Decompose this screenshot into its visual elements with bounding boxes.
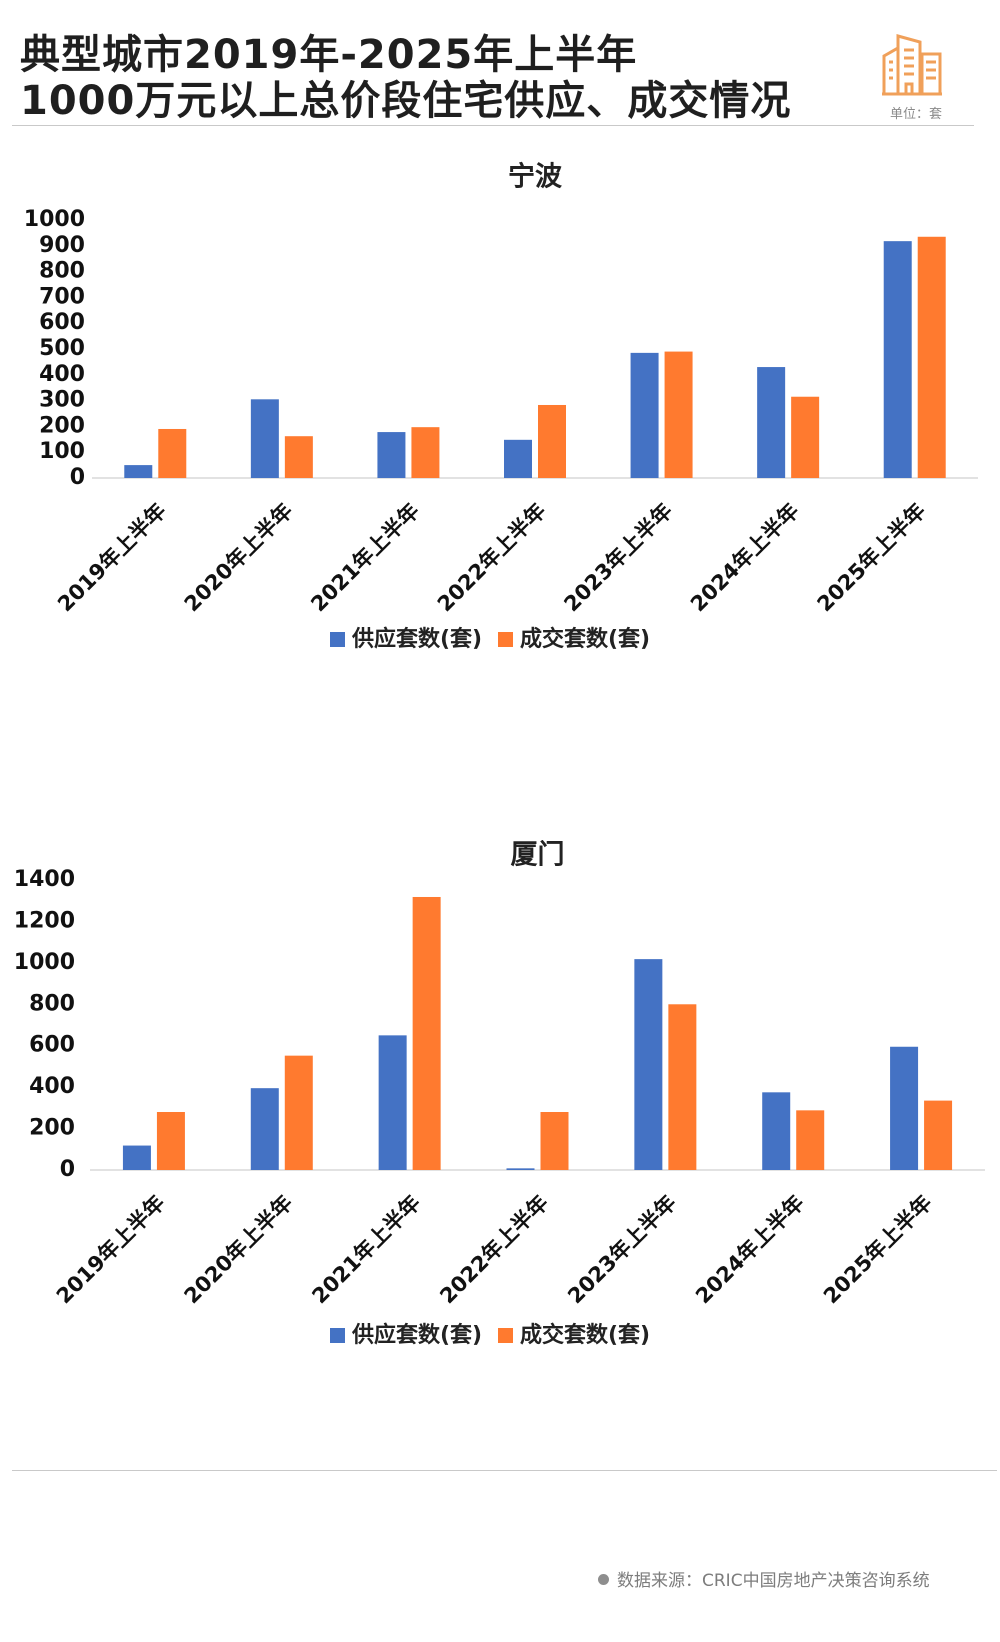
source-note: 数据来源：CRIC中国房地产决策咨询系统 <box>598 1566 930 1591</box>
chart-xiamen: 厦门 0 200 400 600 800 1000 1200 1400 2019年上半年 2020年… <box>0 840 1000 1400</box>
x-tick-label: 2021年上半年 <box>307 1191 425 1309</box>
page-title-line2: 1000万元以上总价段住宅供应、成交情况 <box>20 78 792 124</box>
x-tick-label: 2023年上半年 <box>563 1191 681 1309</box>
x-tick-label: 2022年上半年 <box>433 499 551 617</box>
unit-label: 单位：套 <box>890 107 943 122</box>
bar-deal <box>791 396 820 478</box>
x-tick-label: 2020年上半年 <box>180 499 298 617</box>
x-tick-label: 2021年上半年 <box>306 499 424 617</box>
bar-supply <box>757 367 786 478</box>
bar-deal <box>664 351 693 478</box>
y-tick-label: 800 <box>29 991 75 1016</box>
legend-swatch-supply <box>330 1328 345 1343</box>
bar-supply <box>883 241 912 478</box>
x-tick-label: 2019年上半年 <box>52 1191 170 1309</box>
y-tick-label: 1000 <box>24 207 85 232</box>
bar-deal <box>411 427 440 478</box>
y-tick-label: 0 <box>60 1157 75 1182</box>
bar-supply <box>124 465 153 478</box>
x-tick-label: 2022年上半年 <box>435 1191 553 1309</box>
legend-label-deal: 成交套数(套) <box>520 626 650 652</box>
bar-deal <box>284 436 313 478</box>
y-tick-label: 200 <box>39 413 85 438</box>
x-tick-label: 2025年上半年 <box>813 499 931 617</box>
bar-deal <box>156 1112 185 1170</box>
bar-supply <box>630 352 659 478</box>
x-tick-label: 2020年上半年 <box>180 1191 298 1309</box>
y-tick-label: 700 <box>39 284 85 309</box>
bar-supply <box>250 1088 279 1170</box>
bullet-dot-icon <box>598 1574 609 1585</box>
bar-supply <box>122 1145 151 1170</box>
legend-swatch-deal <box>498 632 513 647</box>
y-tick-label: 200 <box>29 1116 75 1141</box>
y-tick-label: 100 <box>39 439 85 464</box>
bar-deal <box>796 1110 825 1170</box>
chart-xiamen-svg: 厦门 0 200 400 600 800 1000 1200 1400 2019年上半年 2020年… <box>14 840 985 1348</box>
bar-deal <box>284 1055 313 1170</box>
y-tick-label: 400 <box>39 362 85 387</box>
legend-label-supply: 供应套数(套) <box>351 1322 482 1348</box>
bar-deal <box>924 1100 953 1170</box>
y-tick-label: 600 <box>29 1033 75 1058</box>
legend-label-deal: 成交套数(套) <box>520 1322 650 1348</box>
header: 典型城市2019年-2025年上半年 1000万元以上总价段住宅供应、成交情况 … <box>0 0 1000 130</box>
y-tick-label: 600 <box>39 310 85 335</box>
source-text: 数据来源：CRIC中国房地产决策咨询系统 <box>617 1571 930 1591</box>
legend-swatch-deal <box>498 1328 513 1343</box>
y-tick-label: 0 <box>70 465 85 490</box>
divider-top <box>12 125 974 126</box>
bar-supply <box>378 1035 407 1170</box>
legend-label-supply: 供应套数(套) <box>351 626 482 652</box>
x-tick-label: 2023年上半年 <box>559 499 677 617</box>
divider-bottom <box>12 1470 997 1471</box>
y-tick-label: 1200 <box>14 908 75 933</box>
x-tick-label: 2025年上半年 <box>819 1191 937 1309</box>
y-tick-label: 300 <box>39 388 85 413</box>
building-icon <box>880 28 944 98</box>
bar-supply <box>890 1046 919 1170</box>
bar-deal <box>538 404 566 478</box>
bar-supply <box>377 432 406 478</box>
bar-supply <box>506 1168 535 1170</box>
chart-title: 宁波 <box>508 161 563 193</box>
x-tick-label: 2024年上半年 <box>686 499 804 617</box>
bar-deal <box>540 1112 569 1170</box>
y-tick-label: 900 <box>39 233 85 258</box>
chart-title: 厦门 <box>511 840 565 871</box>
bar-deal <box>668 1004 697 1170</box>
bar-supply <box>634 959 663 1170</box>
x-tick-label: 2019年上半年 <box>53 499 171 617</box>
bar-supply <box>504 439 532 478</box>
bar-supply <box>250 399 279 478</box>
y-tick-label: 1400 <box>14 867 75 892</box>
x-tick-label: 2024年上半年 <box>691 1191 809 1309</box>
bar-deal <box>917 236 946 478</box>
page-title-line1: 典型城市2019年-2025年上半年 <box>20 32 638 78</box>
y-tick-label: 800 <box>39 259 85 284</box>
y-tick-label: 500 <box>39 336 85 361</box>
legend-swatch-supply <box>330 632 345 647</box>
chart-ningbo: 宁波 0 100 200 300 400 500 600 700 800 900 1000 2019年上… <box>0 140 1000 700</box>
y-tick-label: 1000 <box>14 950 75 975</box>
bar-deal <box>158 428 187 478</box>
bar-deal <box>412 896 441 1170</box>
y-tick-label: 400 <box>29 1074 75 1099</box>
bar-supply <box>762 1092 791 1170</box>
